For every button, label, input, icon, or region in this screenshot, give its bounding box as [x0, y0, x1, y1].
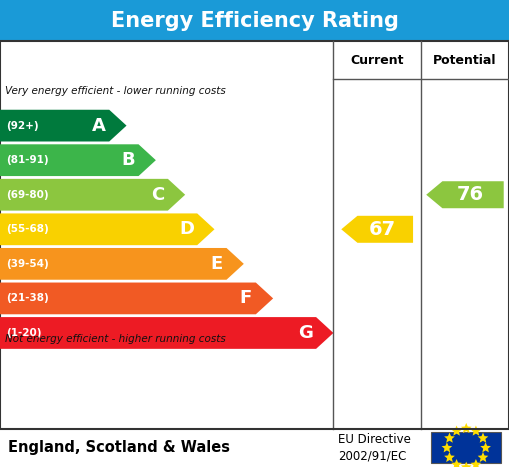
Text: (55-68): (55-68) [6, 224, 49, 234]
Polygon shape [0, 144, 156, 176]
Polygon shape [442, 442, 452, 453]
Polygon shape [0, 317, 333, 349]
Polygon shape [0, 179, 185, 211]
Polygon shape [341, 216, 413, 243]
Text: 67: 67 [369, 220, 396, 239]
Text: (1-20): (1-20) [6, 328, 42, 338]
Text: F: F [240, 290, 252, 307]
Polygon shape [471, 459, 481, 467]
Polygon shape [480, 442, 491, 453]
Polygon shape [0, 213, 214, 245]
Text: Energy Efficiency Rating: Energy Efficiency Rating [110, 11, 399, 30]
Text: (39-54): (39-54) [6, 259, 49, 269]
Polygon shape [444, 452, 455, 462]
Text: A: A [92, 117, 106, 134]
Text: (92+): (92+) [6, 120, 39, 131]
Polygon shape [461, 423, 471, 433]
Polygon shape [444, 432, 455, 443]
Polygon shape [0, 110, 127, 142]
Polygon shape [471, 425, 481, 436]
Text: EU Directive
2002/91/EC: EU Directive 2002/91/EC [338, 433, 411, 463]
Text: 76: 76 [457, 185, 484, 204]
Text: (21-38): (21-38) [6, 293, 49, 304]
Polygon shape [426, 181, 504, 208]
Text: (69-80): (69-80) [6, 190, 49, 200]
Polygon shape [0, 248, 244, 280]
Polygon shape [477, 452, 488, 462]
Polygon shape [461, 461, 471, 467]
Polygon shape [451, 425, 462, 436]
Bar [0, 0, 509, 41]
Bar [0, 429, 509, 467]
Text: (81-91): (81-91) [6, 155, 49, 165]
Text: England, Scotland & Wales: England, Scotland & Wales [8, 440, 230, 455]
Polygon shape [477, 432, 488, 443]
Text: C: C [151, 186, 164, 204]
Text: Current: Current [350, 54, 404, 67]
Text: Potential: Potential [433, 54, 497, 67]
Bar [431, 432, 501, 463]
Text: D: D [180, 220, 194, 238]
Text: Very energy efficient - lower running costs: Very energy efficient - lower running co… [5, 86, 226, 96]
Polygon shape [0, 283, 273, 314]
Text: E: E [210, 255, 222, 273]
Text: Not energy efficient - higher running costs: Not energy efficient - higher running co… [5, 334, 226, 344]
Text: B: B [122, 151, 135, 169]
Polygon shape [451, 459, 462, 467]
Text: G: G [298, 324, 314, 342]
